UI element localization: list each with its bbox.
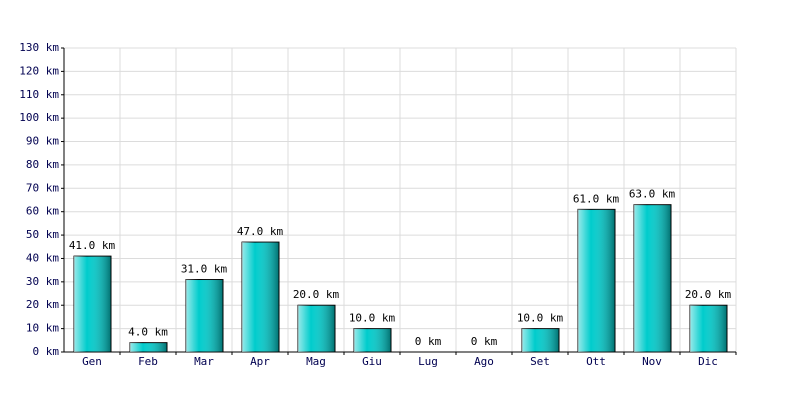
y-tick-label: 120 km	[19, 64, 59, 77]
y-tick-label: 30 km	[26, 275, 59, 288]
bar-shade	[186, 279, 223, 352]
x-tick-label: Mar	[194, 355, 214, 368]
bar-shade	[298, 305, 335, 352]
value-label: 41.0 km	[69, 239, 116, 252]
x-tick-label: Apr	[250, 355, 270, 368]
x-tick-label: Giu	[362, 355, 382, 368]
value-label: 0 km	[471, 335, 498, 348]
y-tick-label: 100 km	[19, 111, 59, 124]
x-tick-label: Gen	[82, 355, 102, 368]
x-tick-label: Ott	[586, 355, 606, 368]
value-label: 10.0 km	[349, 312, 396, 325]
bar-shade	[578, 209, 615, 352]
y-tick-label: 80 km	[26, 158, 59, 171]
bar-shade	[634, 204, 671, 352]
value-label: 10.0 km	[517, 312, 564, 325]
y-tick-label: 40 km	[26, 251, 59, 264]
y-tick-label: 130 km	[19, 41, 59, 54]
value-label: 63.0 km	[629, 188, 676, 201]
value-label: 20.0 km	[685, 288, 732, 301]
y-tick-label: 60 km	[26, 205, 59, 218]
bar-shade	[522, 328, 559, 352]
value-label: 61.0 km	[573, 192, 620, 205]
y-tick-label: 110 km	[19, 88, 59, 101]
y-tick-label: 10 km	[26, 322, 59, 335]
bar-shade	[74, 256, 111, 352]
x-tick-label: Mag	[306, 355, 326, 368]
value-label: 31.0 km	[181, 263, 228, 276]
bar-shade	[130, 342, 167, 352]
x-tick-label: Nov	[642, 355, 662, 368]
x-tick-label: Lug	[418, 355, 438, 368]
x-tick-label: Set	[530, 355, 550, 368]
bar-shade	[242, 242, 279, 352]
value-label: 0 km	[415, 335, 442, 348]
y-tick-label: 0 km	[33, 345, 60, 358]
y-tick-label: 90 km	[26, 135, 59, 148]
y-tick-label: 50 km	[26, 228, 59, 241]
x-tick-label: Ago	[474, 355, 494, 368]
value-label: 4.0 km	[128, 326, 168, 339]
y-tick-label: 70 km	[26, 181, 59, 194]
bar-shade	[690, 305, 727, 352]
x-tick-label: Feb	[138, 355, 158, 368]
bar-shade	[354, 328, 391, 352]
x-tick-label: Dic	[698, 355, 718, 368]
y-tick-label: 20 km	[26, 298, 59, 311]
value-label: 47.0 km	[237, 225, 284, 238]
value-label: 20.0 km	[293, 288, 340, 301]
